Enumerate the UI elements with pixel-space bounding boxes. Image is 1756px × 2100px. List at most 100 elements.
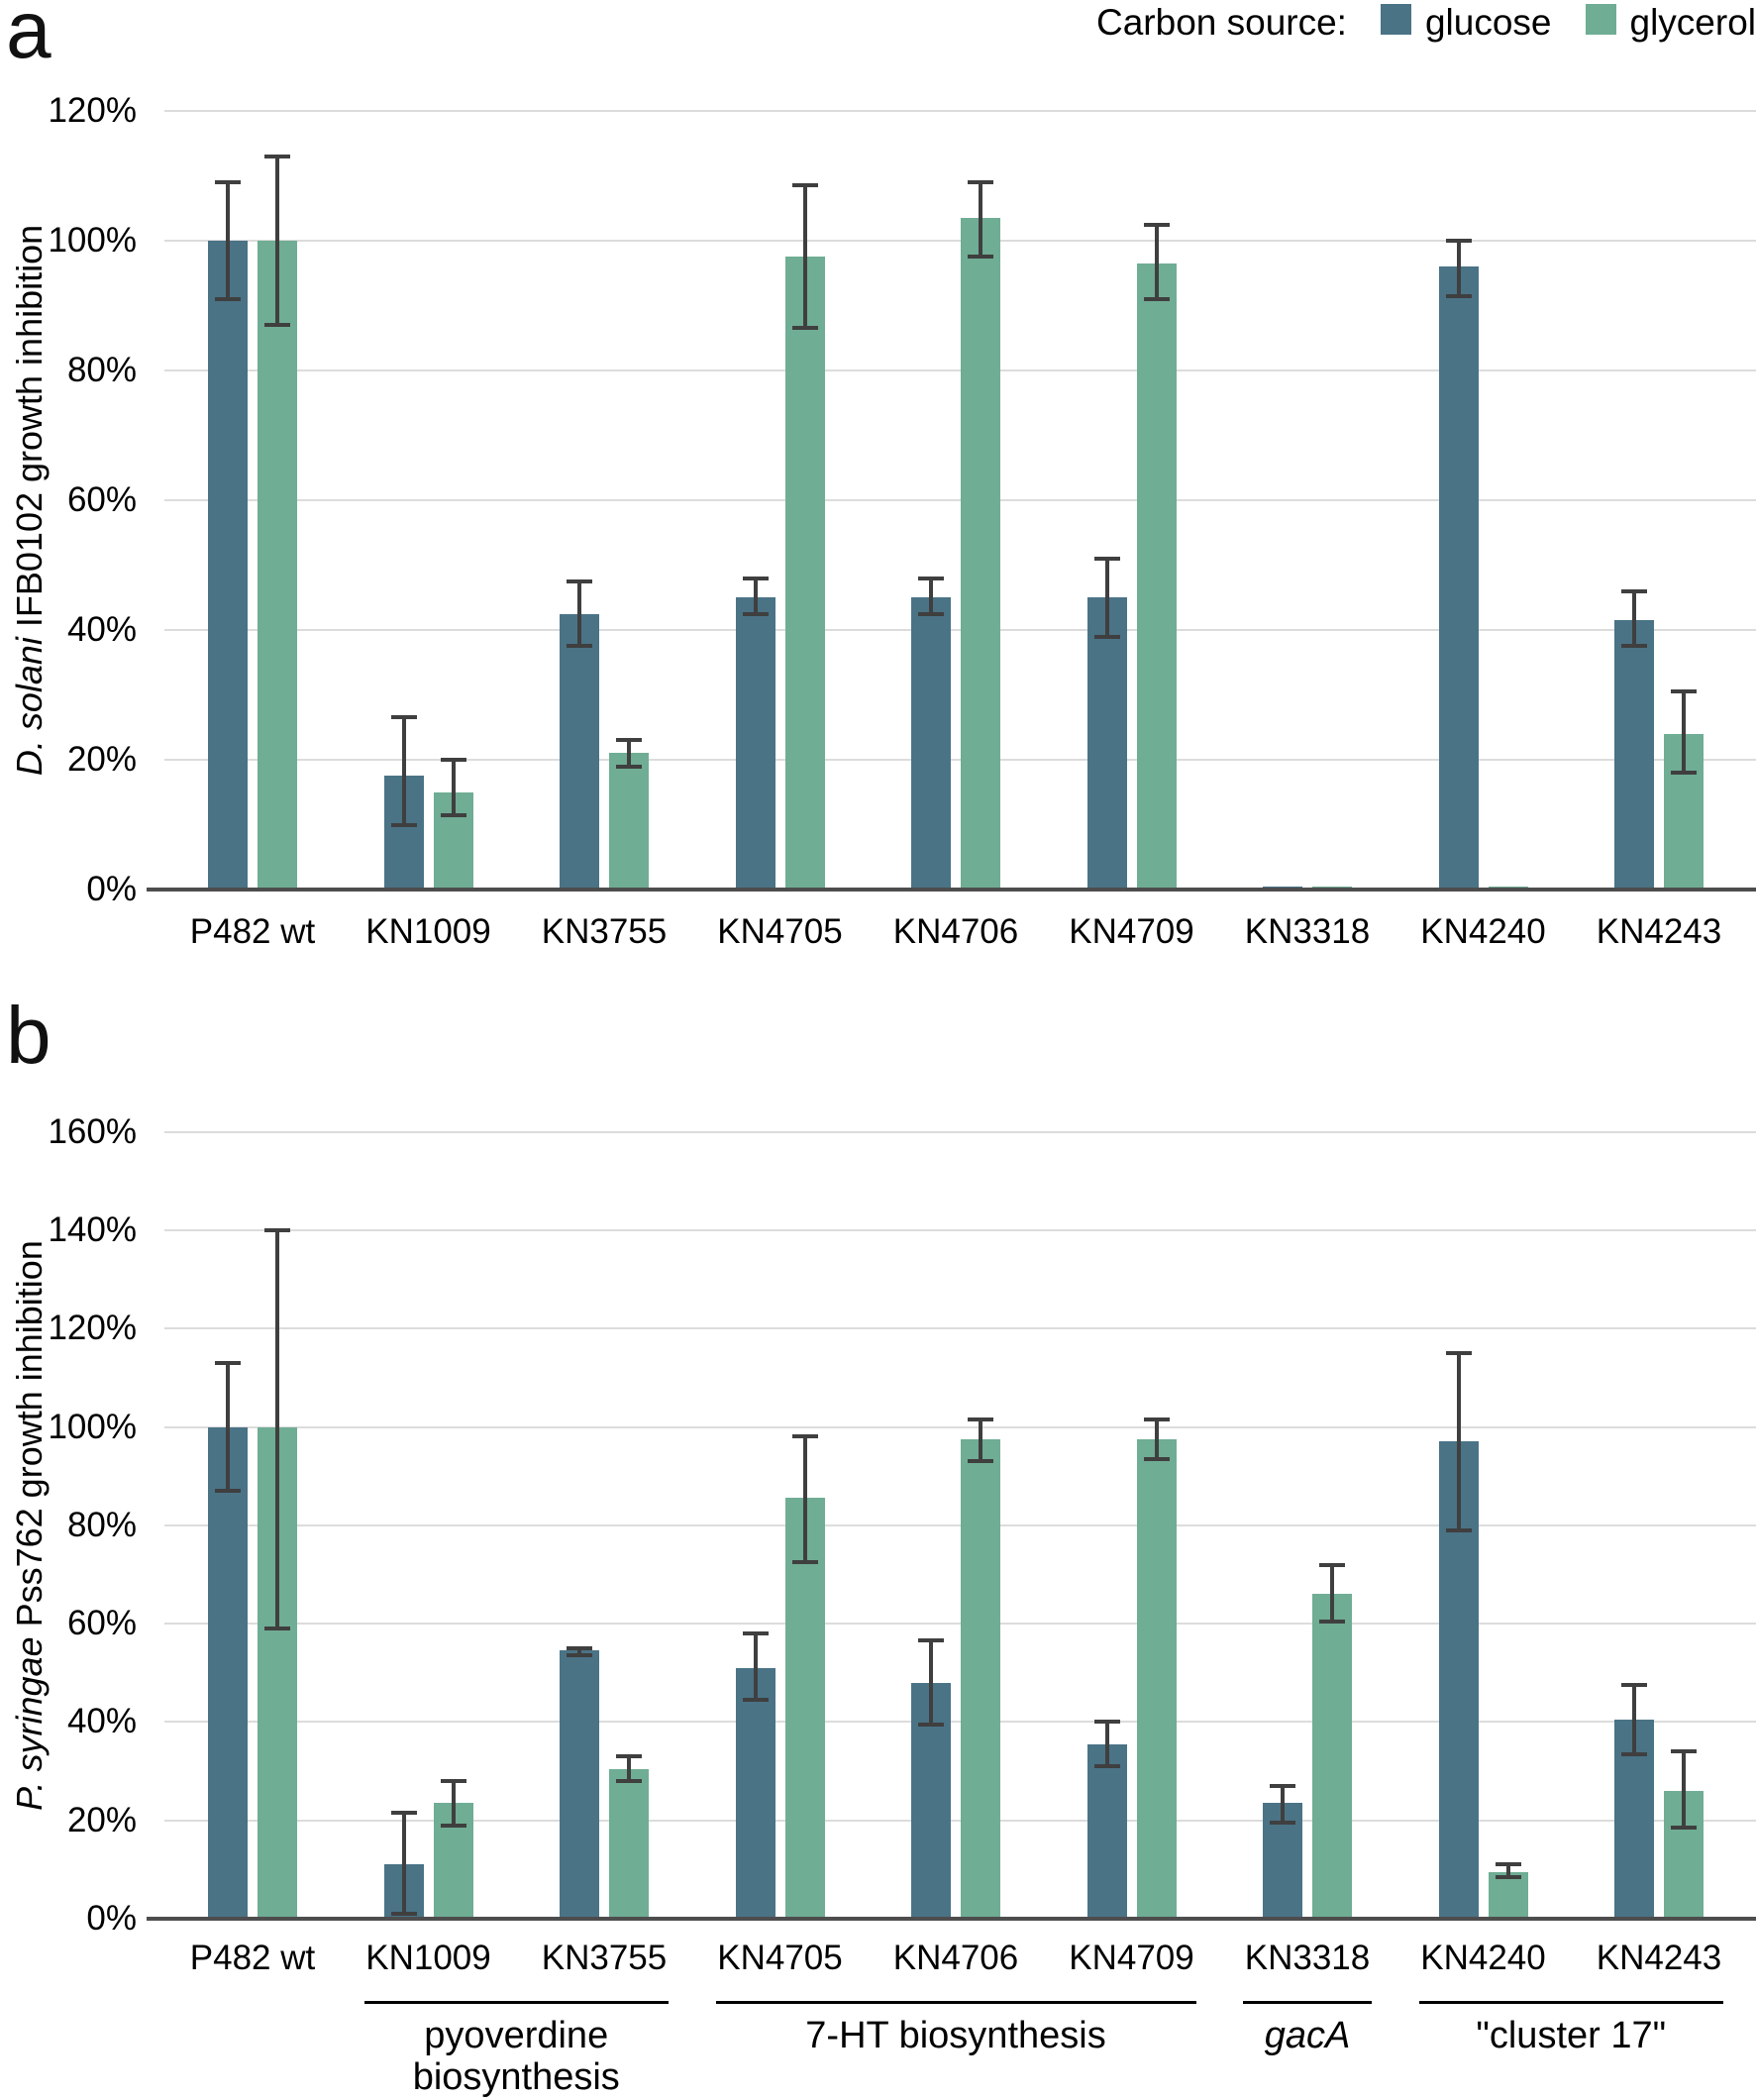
error-cap-b-KN1009-glucose-low (390, 1912, 417, 1917)
x-tick-label-b-KN4709: KN4709 (1069, 1939, 1194, 1977)
y-tick-label-a-100%: 100% (48, 221, 137, 260)
x-tick-label-a-KN1009: KN1009 (365, 912, 491, 951)
y-tick-label-b-40%: 40% (66, 1702, 137, 1741)
bar-b-P482 wt-glucose (208, 1426, 248, 1919)
bar-b-KN4705-glycerol (784, 1498, 825, 1919)
error-cap-b-KN4240-glycerol-low (1495, 1874, 1521, 1879)
error-bar-a-KN1009-glucose (401, 717, 406, 825)
bar-b-KN4709-glucose (1086, 1743, 1127, 1919)
error-cap-a-KN4705-glycerol-high (791, 183, 818, 188)
x-tick-label-a-KN4240: KN4240 (1420, 912, 1546, 951)
error-cap-a-KN1009-glycerol-low (440, 812, 466, 817)
group-label-line: pyoverdine (424, 2015, 609, 2056)
error-cap-b-KN1009-glucose-high (390, 1811, 417, 1816)
bar-a-KN4243-glucose (1614, 620, 1654, 890)
error-bar-a-KN4240-glucose (1456, 241, 1461, 296)
error-bar-b-KN3318-glucose (1281, 1785, 1285, 1824)
error-bar-a-KN4705-glycerol (802, 185, 807, 329)
group-label-gacA: gacA (1010, 2015, 1604, 2056)
error-bar-b-KN3755-glycerol (627, 1756, 631, 1781)
panel-b-letter: b (6, 991, 52, 1081)
bar-a-KN3755-glucose (560, 613, 599, 890)
x-tick-label-a-KN4709: KN4709 (1069, 912, 1194, 951)
error-cap-a-P482 wt-glucose-low (215, 296, 241, 301)
group-label-7-HT biosynthesis: 7-HT biosynthesis (659, 2015, 1253, 2056)
x-tick-label-b-KN3755: KN3755 (541, 1939, 668, 1977)
y-tick-label-b-160%: 160% (48, 1111, 137, 1151)
error-bar-b-KN4706-glycerol (979, 1419, 982, 1462)
error-cap-b-P482 wt-glycerol-high (264, 1227, 290, 1232)
error-bar-a-P482 wt-glucose (226, 182, 230, 299)
error-cap-b-KN3318-glucose-high (1270, 1783, 1295, 1788)
error-cap-b-KN1009-glycerol-high (440, 1778, 466, 1783)
error-bar-b-KN3318-glycerol (1330, 1564, 1334, 1622)
y-tick-label-b-140%: 140% (48, 1209, 137, 1249)
error-cap-a-KN1009-glucose-high (390, 715, 417, 720)
error-cap-b-KN4706-glycerol-high (968, 1418, 993, 1422)
error-cap-b-KN4240-glucose-low (1445, 1527, 1472, 1532)
error-cap-b-KN3755-glycerol-low (616, 1778, 642, 1783)
error-cap-a-KN4705-glucose-low (742, 611, 769, 616)
error-cap-a-KN4709-glycerol-high (1143, 222, 1170, 227)
bar-a-KN4706-glycerol (961, 218, 1000, 890)
error-cap-a-KN4243-glycerol-high (1671, 689, 1697, 694)
error-bar-b-KN4240-glucose (1456, 1353, 1461, 1530)
x-tick-label-b-KN4706: KN4706 (892, 1939, 1019, 1977)
error-cap-a-KN4709-glucose-low (1093, 634, 1120, 639)
group-label-line: 7-HT biosynthesis (805, 2015, 1106, 2056)
legend: Carbon source: glucose glycerol (1096, 2, 1756, 44)
bar-a-KN3755-glycerol (609, 753, 649, 890)
error-cap-b-KN4705-glucose-high (742, 1631, 769, 1636)
error-cap-a-KN4243-glucose-low (1621, 644, 1647, 649)
error-bar-b-KN1009-glucose (401, 1813, 406, 1915)
gridline-b-120% (164, 1327, 1756, 1330)
error-bar-a-KN4706-glucose (929, 578, 933, 614)
error-bar-b-KN4243-glucose (1632, 1685, 1636, 1754)
y-tick-label-b-80%: 80% (66, 1505, 137, 1544)
error-cap-b-KN4240-glucose-high (1445, 1351, 1472, 1356)
error-cap-a-KN4706-glucose-low (918, 611, 944, 616)
group-underline-gacA (1243, 2001, 1372, 2004)
error-cap-a-KN1009-glycerol-high (440, 758, 466, 762)
x-tick-label-a-P482 wt: P482 wt (189, 912, 316, 951)
gridline-a-40% (164, 629, 1756, 631)
error-cap-a-KN4709-glycerol-low (1143, 296, 1170, 301)
bar-a-KN4709-glucose (1086, 597, 1127, 890)
error-cap-a-KN1009-glucose-low (390, 822, 417, 827)
legend-label-glucose: glucose (1424, 2, 1552, 43)
bar-a-KN4709-glycerol (1136, 262, 1177, 890)
error-cap-b-KN4240-glycerol-high (1495, 1862, 1521, 1867)
x-tick-label-a-KN4705: KN4705 (717, 912, 843, 951)
error-cap-b-KN4706-glucose-low (918, 1722, 944, 1727)
x-tick-label-b-KN4240: KN4240 (1420, 1939, 1546, 1977)
y-tick-label-b-60%: 60% (66, 1604, 137, 1643)
error-cap-a-KN4243-glucose-high (1621, 588, 1647, 593)
error-bar-a-KN4243-glycerol (1682, 691, 1686, 774)
error-cap-b-KN4705-glucose-low (742, 1698, 769, 1703)
legend-swatch-glucose (1380, 4, 1411, 35)
error-cap-a-KN4240-glucose-low (1445, 293, 1472, 298)
x-tick-label-b-KN1009: KN1009 (365, 1939, 491, 1977)
x-axis-b (147, 1917, 1756, 1921)
gridline-b-20% (164, 1819, 1756, 1822)
error-cap-b-KN3318-glucose-low (1270, 1821, 1295, 1826)
group-label-line: biosynthesis (412, 2056, 620, 2098)
bar-b-KN3755-glucose (560, 1650, 599, 1919)
error-cap-b-KN3755-glucose-high (567, 1645, 592, 1650)
y-tick-label-a-120%: 120% (48, 91, 137, 130)
error-cap-a-KN3755-glucose-high (567, 578, 592, 583)
group-label-"cluster 17": "cluster 17" (1274, 2015, 1756, 2056)
group-underline-pyoverdine-biosynthesis (363, 2001, 669, 2004)
error-cap-b-KN3318-glycerol-low (1319, 1619, 1345, 1624)
error-cap-b-KN4709-glycerol-high (1143, 1418, 1170, 1422)
error-cap-b-KN4243-glycerol-high (1671, 1749, 1697, 1754)
x-tick-label-b-KN3318: KN3318 (1244, 1939, 1371, 1977)
y-tick-label-a-80%: 80% (66, 351, 137, 389)
error-cap-a-KN4243-glycerol-low (1671, 771, 1697, 776)
error-cap-a-KN3755-glycerol-high (616, 738, 642, 743)
bar-b-KN4709-glycerol (1136, 1438, 1177, 1919)
bar-a-KN4705-glycerol (784, 257, 825, 890)
error-cap-b-KN1009-glycerol-low (440, 1823, 466, 1828)
legend-swatch-glycerol (1585, 4, 1616, 35)
